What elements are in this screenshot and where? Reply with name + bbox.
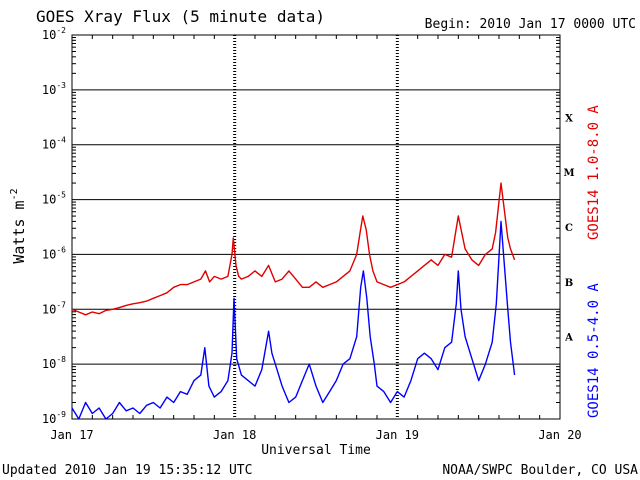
y-tick-label-base: 10 xyxy=(42,357,56,371)
y-tick-label-exp: -3 xyxy=(56,81,66,90)
y-tick-label: 10-3 xyxy=(42,81,66,97)
y-tick-label: 10-5 xyxy=(42,191,66,207)
credit-label: NOAA/SWPC Boulder, CO USA xyxy=(442,463,638,478)
y-tick-label-exp: -6 xyxy=(56,245,66,254)
begin-label: Begin: 2010 Jan 17 0000 UTC xyxy=(425,17,636,32)
y-tick-label-base: 10 xyxy=(42,412,56,426)
minor-ticks xyxy=(72,35,560,419)
y-tick-label-exp: -8 xyxy=(56,355,66,364)
y-tick-label-exp: -2 xyxy=(56,26,66,35)
y-tick-label: 10-4 xyxy=(42,136,66,152)
y-tick-label: 10-6 xyxy=(42,245,66,261)
y-axis-label: Watts m-2 xyxy=(9,188,28,263)
y-tick-label: 10-7 xyxy=(42,300,66,316)
y-tick-label-base: 10 xyxy=(42,247,56,261)
y-tick-label-base: 10 xyxy=(42,83,56,97)
flare-class-label: B xyxy=(565,278,573,289)
flare-class-labels: X M C B A xyxy=(563,113,574,343)
legend-series-2: GOES14 0.5-4.0 A xyxy=(586,283,602,418)
x-tick-label: Jan 17 xyxy=(50,428,93,442)
x-tick-label: Jan 19 xyxy=(376,428,419,442)
x-tick-label: Jan 18 xyxy=(213,428,256,442)
x-tick-labels: Jan 17 Jan 18 Jan 19 Jan 20 xyxy=(50,428,581,442)
updated-timestamp: Updated 2010 Jan 19 15:35:12 UTC xyxy=(2,463,252,478)
y-tick-label-exp: -5 xyxy=(56,191,66,200)
chart-title: GOES Xray Flux (5 minute data) xyxy=(36,7,325,26)
y-tick-label: 10-9 xyxy=(42,410,66,426)
y-axis-label-sup: -2 xyxy=(9,188,20,200)
flare-class-label: M xyxy=(563,168,574,179)
y-tick-label: 10-2 xyxy=(42,26,66,42)
series-line-2 xyxy=(71,220,516,420)
legend-series-1: GOES14 1.0-8.0 A xyxy=(586,105,602,240)
y-tick-label-base: 10 xyxy=(42,138,56,152)
y-tick-label-exp: -9 xyxy=(56,410,66,419)
y-tick-label-exp: -7 xyxy=(56,300,66,309)
flare-class-label: C xyxy=(565,223,573,234)
y-tick-label-exp: -4 xyxy=(56,136,66,145)
x-axis-label: Universal Time xyxy=(261,443,371,458)
y-tick-labels: 10-210-310-410-510-610-710-810-9 xyxy=(42,26,66,426)
y-tick-label-base: 10 xyxy=(42,193,56,207)
y-tick-label: 10-8 xyxy=(42,355,66,371)
y-tick-label-base: 10 xyxy=(42,28,56,42)
series-lines xyxy=(71,182,516,420)
series-line-1 xyxy=(71,182,516,316)
x-tick-label: Jan 20 xyxy=(538,428,581,442)
flare-class-label: X xyxy=(565,113,573,124)
y-tick-label-base: 10 xyxy=(42,302,56,316)
y-axis-label-base: Watts m xyxy=(10,200,28,263)
flare-class-label: A xyxy=(564,333,573,344)
grid-lines xyxy=(72,35,560,419)
